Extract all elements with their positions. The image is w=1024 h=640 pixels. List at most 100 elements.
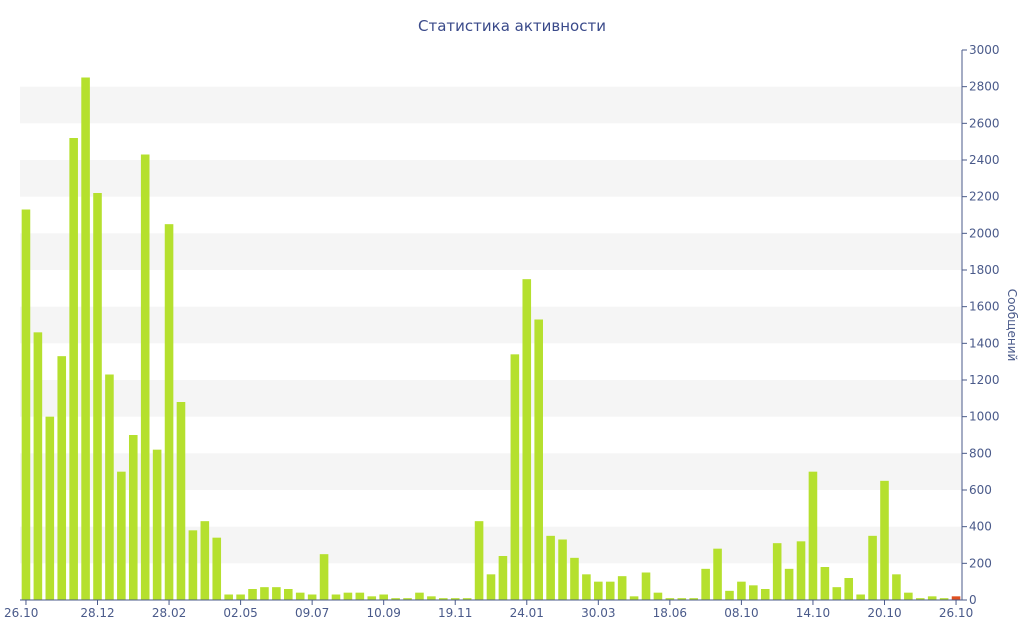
y-ticks: 0 200 400 600 800 1000 1200 1400 1600 1800 2000 220… <box>962 43 1000 607</box>
grid-band <box>20 160 962 197</box>
x-tick-label: 28.02 <box>152 606 186 620</box>
x-ticks: 26.10 28.12 28.02 02.05 09.07 10.09 19.11 24.01… <box>4 600 973 620</box>
grid-bands <box>20 86 962 564</box>
y-tick-label: 400 <box>969 520 992 534</box>
y-tick-label: 2800 <box>969 80 1000 94</box>
bar <box>93 193 102 600</box>
bar <box>331 594 341 600</box>
x-tick-label: 10.09 <box>367 606 401 620</box>
x-tick-label: 24.01 <box>510 606 544 620</box>
bar <box>33 332 43 600</box>
bar <box>212 537 222 600</box>
bar <box>367 596 377 600</box>
bar <box>808 471 818 600</box>
bar <box>617 576 627 600</box>
bar <box>105 374 114 600</box>
chart-title: Статистика активности <box>418 17 606 35</box>
y-tick-label: 3000 <box>969 43 1000 57</box>
y-tick-label: 1000 <box>969 410 1000 424</box>
bar <box>558 539 567 600</box>
bar <box>462 598 472 600</box>
bar <box>570 557 579 600</box>
bar <box>689 598 699 600</box>
y-tick-label: 2600 <box>969 116 1000 130</box>
grid-band <box>20 306 962 344</box>
bar <box>856 594 865 600</box>
bar <box>772 543 782 600</box>
bar <box>188 530 198 600</box>
bar <box>605 581 615 600</box>
y-tick-label: 600 <box>969 483 992 497</box>
y-tick-label: 1800 <box>969 263 1000 277</box>
grid-band <box>20 233 962 270</box>
bar <box>760 589 770 600</box>
bar <box>641 572 651 600</box>
bar <box>915 598 925 600</box>
bar <box>391 598 400 600</box>
bar <box>307 594 317 600</box>
bars <box>21 77 961 600</box>
bar <box>498 556 508 600</box>
x-tick-label: 08.10 <box>724 606 758 620</box>
x-tick-label: 02.05 <box>223 606 257 620</box>
bar <box>403 598 412 600</box>
y-tick-label: 200 <box>969 556 992 570</box>
bar <box>582 574 591 600</box>
x-tick-label: 26.10 <box>939 606 973 620</box>
bar <box>81 77 90 600</box>
x-tick-label: 26.10 <box>4 606 38 620</box>
bar <box>319 554 329 600</box>
bar <box>796 541 806 600</box>
bar <box>665 598 675 600</box>
x-tick-label: 18.06 <box>653 606 687 620</box>
bar <box>117 471 126 600</box>
bar <box>176 402 186 600</box>
bar <box>546 535 555 600</box>
bar <box>224 594 233 600</box>
bar <box>939 598 949 600</box>
grid-band <box>20 86 962 124</box>
bar <box>272 587 281 600</box>
bar <box>343 592 353 600</box>
x-tick-label: 28.12 <box>80 606 114 620</box>
bar <box>236 594 245 600</box>
x-tick-label: 20.10 <box>867 606 901 620</box>
bar <box>427 596 436 600</box>
bar <box>904 592 913 600</box>
bar <box>749 585 758 600</box>
y-tick-label: 1600 <box>969 300 1000 314</box>
bar <box>45 416 55 600</box>
bar <box>892 574 901 600</box>
bar <box>355 592 365 600</box>
y-axis-label: Сообщений <box>1005 289 1019 362</box>
bar <box>439 598 448 600</box>
bar <box>522 279 532 600</box>
bar <box>880 480 889 600</box>
bar <box>295 592 305 600</box>
bar <box>283 589 293 600</box>
bar <box>164 224 174 600</box>
bar <box>784 568 794 600</box>
bar <box>69 138 78 600</box>
bar <box>474 521 484 600</box>
bar <box>951 596 961 600</box>
x-tick-label: 19.11 <box>438 606 472 620</box>
bar <box>677 598 687 600</box>
y-tick-label: 2400 <box>969 153 1000 167</box>
y-tick-label: 0 <box>969 593 977 607</box>
bar <box>725 590 734 600</box>
bar <box>653 592 663 600</box>
bar <box>260 587 269 600</box>
bar <box>379 594 388 600</box>
bar <box>128 435 138 600</box>
y-tick-label: 800 <box>969 446 992 460</box>
y-tick-label: 2000 <box>969 226 1000 240</box>
grid-band <box>20 380 962 417</box>
bar <box>450 598 460 600</box>
bar <box>832 587 842 600</box>
bar <box>21 209 31 600</box>
x-tick-label: 14.10 <box>796 606 830 620</box>
bar <box>820 567 830 600</box>
bar <box>629 596 639 600</box>
